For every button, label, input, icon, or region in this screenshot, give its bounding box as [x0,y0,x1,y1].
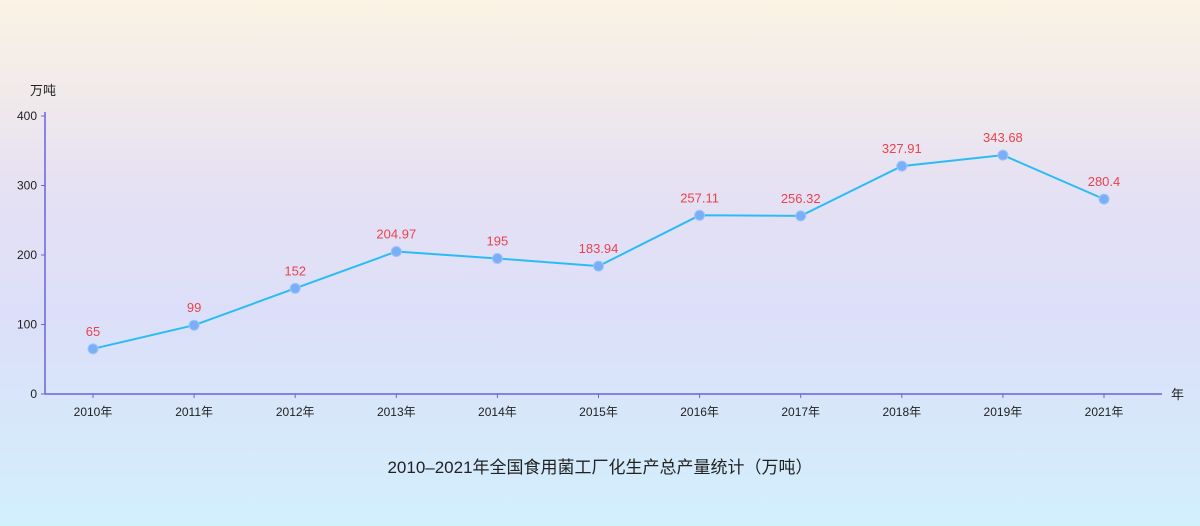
series: 65 99 152 204.97 195 183.94 257.11 256.32 327.91… [86,130,1121,355]
data-point [491,252,503,264]
data-point [1098,193,1110,205]
data-label: 204.97 [376,227,416,242]
x-tick-label: 2018年 [882,405,921,419]
x-tick-label: 2015年 [579,405,618,419]
data-point [593,260,604,272]
data-point [694,209,706,221]
data-point [997,149,1009,161]
x-tick-label: 2012年 [276,405,315,419]
x-tick-label: 2013年 [377,405,416,419]
data-point [390,246,402,258]
x-tick-label: 2010年 [74,405,113,419]
data-label: 257.11 [680,190,719,205]
data-label: 152 [284,263,306,278]
y-tick-label: 100 [17,318,37,332]
data-label: 65 [86,324,100,339]
data-label: 327.91 [882,141,922,156]
data-label: 280.4 [1088,174,1121,189]
y-tick-label: 200 [17,248,37,262]
x-tick-label: 2021年 [1085,405,1124,419]
x-tick-label: 2011年 [175,405,213,419]
x-tick-label: 2019年 [984,405,1023,419]
data-point [188,319,200,331]
y-tick-label: 400 [17,109,37,123]
data-label: 195 [487,233,509,248]
data-label: 256.32 [781,191,821,206]
data-point [795,210,807,222]
data-point [289,282,301,294]
data-point [896,160,908,172]
x-tick-label: 2016年 [680,405,719,419]
x-axis-unit-label: 年 [1171,387,1184,402]
data-label: 343.68 [983,130,1023,145]
data-label: 99 [187,300,201,315]
x-axis: 2010年 2011年 2012年 2013年 2014年 2015年 2016年 2017年… [45,393,1162,419]
y-axis-unit-label: 万吨 [30,83,56,98]
data-point [87,343,99,355]
y-tick-label: 300 [17,179,37,193]
y-tick-label: 0 [30,387,37,401]
x-tick-label: 2017年 [781,405,820,419]
data-label: 183.94 [579,241,619,256]
chart-title: 2010–2021年全国食用菌工厂化生产总产量统计（万吨） [387,458,812,477]
y-axis: 0 100 200 300 400 [17,109,46,401]
x-tick-label: 2014年 [478,405,517,419]
